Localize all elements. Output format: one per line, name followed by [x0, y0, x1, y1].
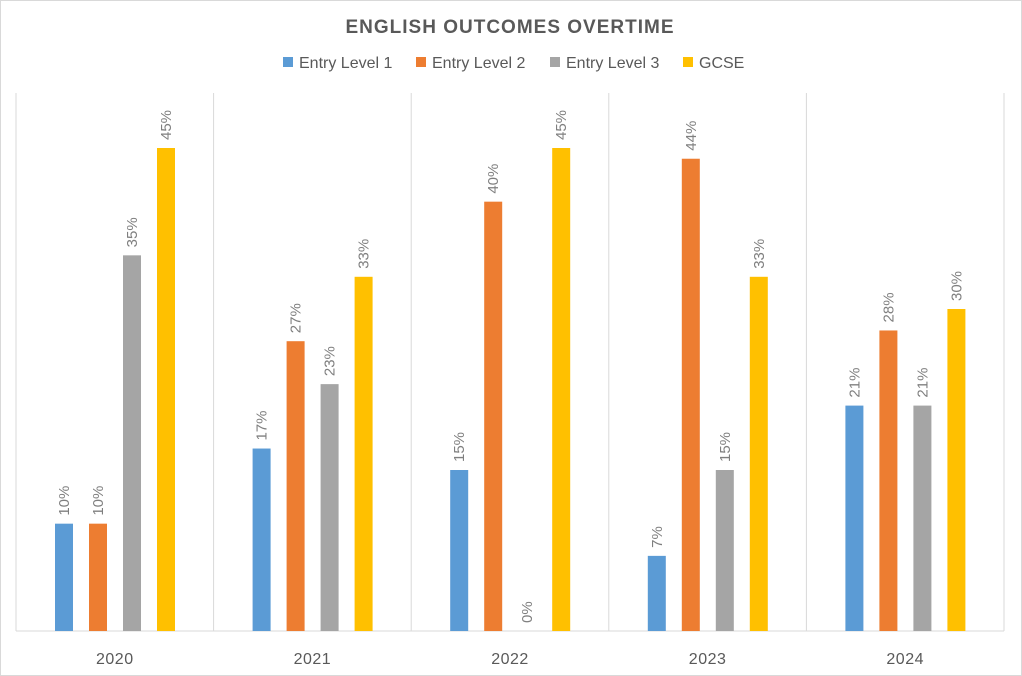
data-label-2021-1: 17%: [254, 411, 271, 441]
bar-2022-entry-level-2: [484, 201, 503, 631]
bar-2022-gcse: [552, 148, 571, 631]
data-label-2024-2: 28%: [880, 292, 897, 322]
bar-2024-entry-level-1: [845, 405, 864, 631]
legend-swatch-1: [283, 57, 293, 67]
bar-2021-entry-level-2: [286, 341, 305, 631]
legend-label-3: Entry Level 3: [566, 55, 659, 72]
bar-2023-gcse: [749, 276, 768, 631]
data-label-2023-2: 44%: [683, 121, 700, 151]
data-label-2023-1: 7%: [649, 526, 666, 548]
data-label-2021-4: 33%: [356, 239, 373, 269]
data-label-2020-3: 35%: [124, 217, 141, 247]
bar-2022-entry-level-1: [450, 470, 469, 631]
grid: [15, 93, 1005, 632]
category-label-2020: 2020: [96, 651, 134, 668]
data-label-2023-3: 15%: [717, 432, 734, 462]
data-labels: 10% 10% 35% 45% 17% 27% 23% 33% 15% 40% 0% 45% 7% 44%…: [56, 110, 965, 623]
bar-2021-entry-level-1: [252, 448, 271, 631]
data-label-2022-4: 45%: [553, 110, 570, 140]
data-label-2024-1: 21%: [846, 368, 863, 398]
legend-label-4: GCSE: [699, 55, 744, 72]
legend-swatch-3: [550, 57, 560, 67]
legend: Entry Level 1 Entry Level 2 Entry Level 3 G…: [283, 55, 744, 72]
category-label-2022: 2022: [491, 651, 529, 668]
bar-2024-entry-level-3: [913, 405, 932, 631]
bar-2021-entry-level-3: [320, 384, 339, 631]
bar-2020-gcse: [157, 148, 175, 631]
bar-2020-entry-level-1: [55, 523, 73, 631]
legend-label-2: Entry Level 2: [432, 55, 525, 72]
data-label-2023-4: 33%: [751, 239, 768, 269]
legend-swatch-4: [683, 57, 693, 67]
category-label-2024: 2024: [886, 651, 924, 668]
chart-title: ENGLISH OUTCOMES OVERTIME: [345, 17, 674, 38]
data-label-2020-4: 45%: [158, 110, 175, 140]
legend-label-1: Entry Level 1: [299, 55, 392, 72]
data-label-2024-4: 30%: [948, 271, 965, 301]
legend-swatch-2: [416, 57, 426, 67]
data-label-2022-1: 15%: [451, 432, 468, 462]
category-labels: 2020 2021 2022 2023 2024: [96, 651, 924, 668]
bar-2023-entry-level-1: [647, 555, 666, 631]
data-label-2020-2: 10%: [90, 486, 107, 516]
data-label-2022-3: 0%: [519, 601, 536, 623]
bar-2024-entry-level-2: [879, 330, 898, 631]
bar-2021-gcse: [354, 276, 373, 631]
data-label-2020-1: 10%: [56, 486, 73, 516]
data-label-2024-3: 21%: [914, 368, 931, 398]
data-label-2021-2: 27%: [288, 303, 305, 333]
bar-2020-entry-level-3: [123, 255, 141, 632]
bar-2023-entry-level-3: [715, 470, 734, 631]
bars: [55, 148, 966, 632]
bar-2024-gcse: [947, 309, 966, 631]
data-label-2021-3: 23%: [322, 346, 339, 376]
category-label-2021: 2021: [294, 651, 332, 668]
bar-2020-entry-level-2: [89, 523, 107, 631]
category-label-2023: 2023: [689, 651, 727, 668]
bar-2023-entry-level-2: [681, 158, 700, 631]
data-label-2022-2: 40%: [485, 164, 502, 194]
